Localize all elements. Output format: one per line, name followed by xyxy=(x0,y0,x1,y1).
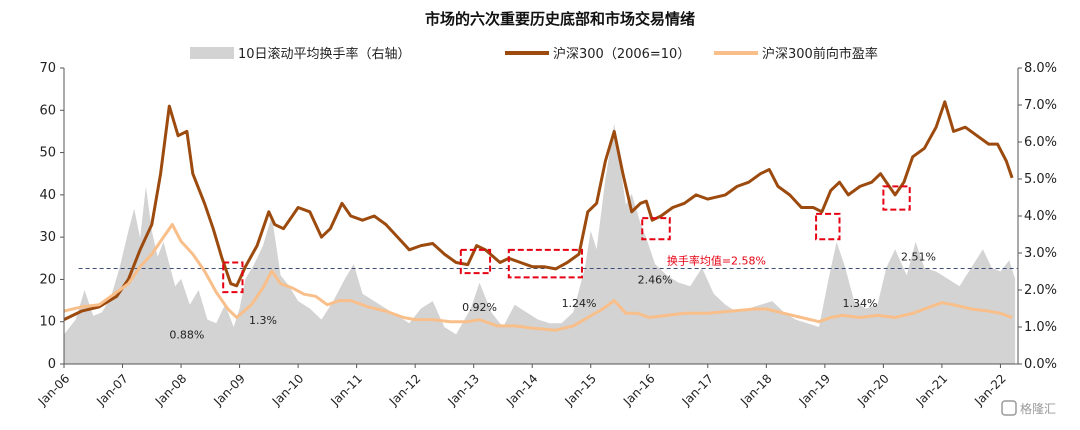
turnover-annotation: 0.88% xyxy=(169,329,204,342)
turnover-annotation: 2.51% xyxy=(901,250,936,263)
bottom-highlight-box xyxy=(815,212,841,241)
left-tick-label: 10 xyxy=(39,315,56,330)
right-tick-label: 3.0% xyxy=(1024,246,1057,261)
right-tick-label: 4.0% xyxy=(1024,209,1057,224)
plot-area: 换手率均值=2.58% 0.88% 1.3% 0.92% 1.24% 2.46% 1.34%… xyxy=(35,61,1057,409)
watermark-logo-icon xyxy=(1001,400,1017,416)
right-tick-label: 5.0% xyxy=(1024,172,1057,187)
x-tick-label: Jan-09 xyxy=(210,371,248,409)
legend: 10日滚动平均换手率（右轴） 沪深300（2006=10） 沪深300前向市盈率 xyxy=(190,46,878,62)
turnover-annotation: 2.46% xyxy=(638,274,673,287)
chart-title: 市场的六次重要历史底部和市场交易情绪 xyxy=(425,10,695,28)
x-tick-label: Jan-13 xyxy=(444,371,482,409)
left-tick-label: 60 xyxy=(39,103,56,118)
legend-swatch-turnover xyxy=(190,47,234,59)
right-tick-label: 7.0% xyxy=(1024,98,1057,113)
legend-label-pe: 沪深300前向市盈率 xyxy=(762,46,878,62)
x-tick-label: Jan-19 xyxy=(796,371,834,409)
x-tick-label: Jan-20 xyxy=(854,371,892,409)
x-tick-label: Jan-21 xyxy=(913,371,951,409)
left-tick-label: 20 xyxy=(39,272,56,287)
forward-pe-line xyxy=(63,223,1013,332)
x-tick-label: Jan-16 xyxy=(620,371,658,409)
legend-label-csi300: 沪深300（2006=10） xyxy=(553,46,690,62)
turnover-area xyxy=(64,123,1016,364)
legend-label-turnover: 10日滚动平均换手率（右轴） xyxy=(238,46,411,62)
watermark-text: 格隆汇 xyxy=(1020,401,1056,416)
bottom-highlight-box xyxy=(882,185,911,211)
bottom-highlight-box xyxy=(222,261,244,294)
x-tick-label: Jan-17 xyxy=(679,371,717,409)
x-tick-label: Jan-18 xyxy=(737,371,775,409)
mean-turnover-label: 换手率均值=2.58% xyxy=(667,254,766,268)
x-tick-label: Jan-06 xyxy=(35,371,73,409)
turnover-annotation: 1.34% xyxy=(842,297,877,310)
left-tick-label: 30 xyxy=(39,230,56,245)
x-tick-label: Jan-07 xyxy=(93,371,131,409)
left-tick-label: 40 xyxy=(39,188,56,203)
right-tick-label: 2.0% xyxy=(1024,283,1057,298)
left-tick-label: 50 xyxy=(39,146,56,161)
right-tick-label: 0.0% xyxy=(1024,357,1057,372)
x-tick-label: Jan-15 xyxy=(562,371,600,409)
bottom-highlight-box xyxy=(641,217,671,241)
x-tick-label: Jan-11 xyxy=(327,371,365,409)
turnover-annotation: 1.3% xyxy=(249,314,277,327)
x-tick-label: Jan-12 xyxy=(386,371,424,409)
x-tick-label: Jan-10 xyxy=(269,371,307,409)
x-tick-label: Jan-22 xyxy=(971,371,1009,409)
right-tick-label: 6.0% xyxy=(1024,135,1057,150)
left-tick-label: 0 xyxy=(48,357,56,372)
right-tick-label: 8.0% xyxy=(1024,61,1057,76)
watermark: 格隆汇 xyxy=(1001,400,1056,416)
x-tick-label: Jan-08 xyxy=(152,371,190,409)
bottom-highlight-box xyxy=(459,248,492,275)
turnover-annotation: 1.24% xyxy=(562,297,597,310)
turnover-annotation: 0.92% xyxy=(462,301,497,314)
right-tick-label: 1.0% xyxy=(1024,320,1057,335)
left-tick-label: 70 xyxy=(39,61,56,76)
csi300-line xyxy=(63,100,1014,321)
bottom-highlight-box xyxy=(507,248,583,279)
x-tick-label: Jan-14 xyxy=(503,371,541,409)
